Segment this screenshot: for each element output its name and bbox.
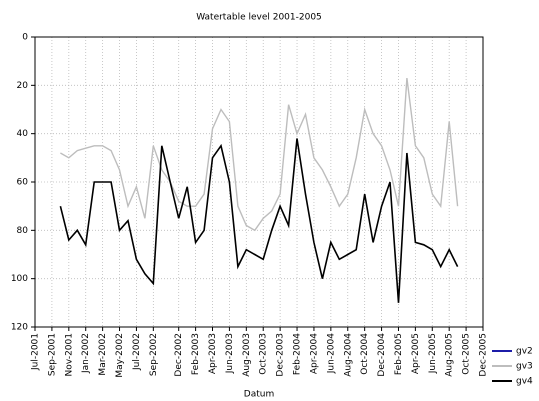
legend-label: gv4 (516, 377, 533, 387)
x-axis-label: Datum (244, 390, 274, 400)
y-tick-label: 60 (17, 178, 29, 188)
x-tick-label: Jul-2002 (132, 333, 142, 371)
x-tick-label: Nov-2001 (64, 333, 74, 376)
x-tick-label: Mar-2002 (98, 333, 108, 376)
x-tick-label: Oct-2003 (259, 333, 269, 375)
x-tick-label: Jul-2001 (31, 333, 41, 371)
y-tick-label: 0 (22, 33, 28, 43)
x-tick-label: Sep-2002 (149, 333, 159, 376)
x-tick-label: Apr-2004 (309, 333, 319, 374)
legend-label: gv3 (516, 362, 533, 372)
x-tick-label: Jun-2003 (225, 333, 235, 374)
x-tick-label: Sep-2001 (47, 333, 57, 376)
chart-title: Watertable level 2001-2005 (196, 13, 322, 23)
series-line (59, 138, 459, 303)
x-tick-label: Dec-2002 (174, 333, 184, 377)
y-tick-label: 100 (11, 274, 28, 284)
legend-label: gv2 (516, 347, 533, 357)
x-tick-label: Feb-2004 (293, 333, 303, 375)
x-tick-label: Jan-2002 (81, 333, 91, 374)
x-tick-label: Oct-2005 (462, 333, 472, 375)
x-tick-label: Aug-2003 (242, 333, 252, 377)
y-tick-label: 120 (11, 323, 28, 333)
x-tick-label: Jun-2005 (428, 333, 438, 374)
x-tick-label: Dec-2003 (276, 333, 286, 377)
y-tick-label: 20 (17, 81, 29, 91)
x-tick-label: Aug-2004 (343, 333, 353, 377)
x-tick-label: May-2002 (115, 333, 125, 378)
series-line (60, 78, 459, 232)
x-tick-label: Aug-2005 (445, 333, 455, 377)
x-tick-label: Feb-2003 (191, 333, 201, 375)
x-tick-label: Jun-2004 (326, 333, 336, 374)
x-tick-label: Dec-2004 (377, 333, 387, 377)
x-tick-label: Apr-2003 (208, 333, 218, 374)
x-tick-label: Oct-2004 (360, 333, 370, 375)
plot-frame (34, 36, 484, 328)
y-tick-label: 80 (17, 226, 29, 236)
x-tick-label: Apr-2005 (411, 333, 421, 374)
x-tick-label: Dec-2005 (479, 333, 489, 377)
y-tick-label: 40 (17, 129, 29, 139)
x-tick-label: Feb-2005 (394, 333, 404, 375)
